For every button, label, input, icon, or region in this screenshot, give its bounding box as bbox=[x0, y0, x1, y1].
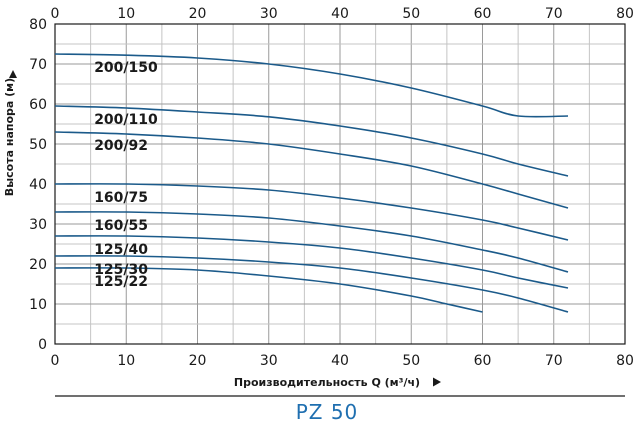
curve-label-200-92: 200/92 bbox=[94, 138, 148, 154]
x-tick-label-top: 50 bbox=[402, 6, 420, 22]
x-tick-label-bottom: 40 bbox=[331, 353, 349, 369]
series-line-200-110 bbox=[54, 105, 569, 177]
y-tick-label: 10 bbox=[29, 297, 47, 313]
curve-label-200-110: 200/110 bbox=[94, 112, 158, 128]
y-tick-label: 0 bbox=[38, 337, 47, 353]
x-tick-label-bottom: 50 bbox=[402, 353, 420, 369]
tick-labels: 0010102020303040405050606070708080010203… bbox=[29, 6, 634, 369]
x-tick-label-bottom: 10 bbox=[117, 353, 135, 369]
y-tick-label: 80 bbox=[29, 17, 47, 33]
series-line-125-22 bbox=[54, 267, 483, 313]
x-tick-label-top: 80 bbox=[616, 6, 634, 22]
curve-labels: 200/150 200/110 200/92 160/75 160/55 125/40 12… bbox=[94, 60, 158, 290]
curve-label-200-150: 200/150 bbox=[94, 60, 158, 76]
x-tick-label-bottom: 20 bbox=[189, 353, 207, 369]
curve-label-160-55: 160/55 bbox=[94, 218, 148, 234]
y-axis-title: Высота напора (м) bbox=[3, 78, 16, 196]
x-tick-label-top: 70 bbox=[545, 6, 563, 22]
chart-title: PZ 50 bbox=[296, 400, 359, 424]
x-tick-label-bottom: 0 bbox=[51, 353, 60, 369]
x-axis-title: Производительность Q (м³/ч) bbox=[234, 376, 420, 389]
series-line-200-92 bbox=[54, 131, 569, 209]
y-tick-label: 30 bbox=[29, 217, 47, 233]
curve-label-160-75: 160/75 bbox=[94, 190, 148, 206]
curve-label-125-22: 125/22 bbox=[94, 274, 148, 290]
series-line-125-40 bbox=[54, 235, 569, 289]
x-tick-label-top: 20 bbox=[189, 6, 207, 22]
y-tick-label: 70 bbox=[29, 57, 47, 73]
x-tick-label-top: 30 bbox=[260, 6, 278, 22]
series-group bbox=[54, 53, 569, 313]
x-tick-label-top: 10 bbox=[117, 6, 135, 22]
y-tick-label: 20 bbox=[29, 257, 47, 273]
x-tick-label-top: 40 bbox=[331, 6, 349, 22]
y-tick-label: 60 bbox=[29, 97, 47, 113]
x-tick-label-bottom: 80 bbox=[616, 353, 634, 369]
x-tick-label-bottom: 60 bbox=[474, 353, 492, 369]
x-tick-label-top: 0 bbox=[51, 6, 60, 22]
series-line-160-55 bbox=[54, 211, 569, 273]
y-axis-arrow-icon bbox=[9, 70, 17, 78]
x-tick-label-top: 60 bbox=[474, 6, 492, 22]
series-line-125-30 bbox=[54, 255, 569, 313]
x-axis-arrow-icon bbox=[433, 377, 441, 387]
curve-label-125-30: 125/30 bbox=[94, 262, 148, 278]
curve-label-125-40: 125/40 bbox=[94, 242, 148, 258]
y-tick-label: 40 bbox=[29, 177, 47, 193]
x-tick-label-bottom: 30 bbox=[260, 353, 278, 369]
y-tick-label: 50 bbox=[29, 137, 47, 153]
series-line-200-150 bbox=[54, 53, 569, 118]
x-tick-label-bottom: 70 bbox=[545, 353, 563, 369]
series-line-160-75 bbox=[54, 183, 569, 241]
